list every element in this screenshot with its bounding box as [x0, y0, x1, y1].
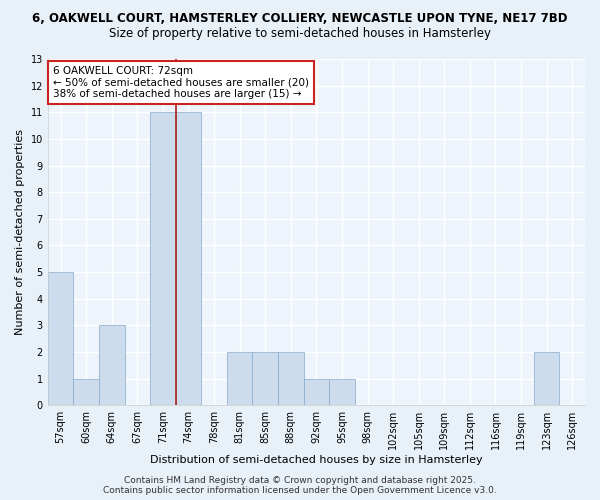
Bar	[534, 352, 559, 406]
Bar	[48, 272, 73, 406]
Text: 6 OAKWELL COURT: 72sqm
← 50% of semi-detached houses are smaller (20)
38% of sem: 6 OAKWELL COURT: 72sqm ← 50% of semi-det…	[53, 66, 309, 99]
X-axis label: Distribution of semi-detached houses by size in Hamsterley: Distribution of semi-detached houses by …	[150, 455, 483, 465]
Bar	[278, 352, 304, 406]
Text: 6, OAKWELL COURT, HAMSTERLEY COLLIERY, NEWCASTLE UPON TYNE, NE17 7BD: 6, OAKWELL COURT, HAMSTERLEY COLLIERY, N…	[32, 12, 568, 26]
Y-axis label: Number of semi-detached properties: Number of semi-detached properties	[15, 129, 25, 335]
Bar	[227, 352, 253, 406]
Bar	[329, 378, 355, 406]
Text: Contains HM Land Registry data © Crown copyright and database right 2025.
Contai: Contains HM Land Registry data © Crown c…	[103, 476, 497, 495]
Bar	[253, 352, 278, 406]
Bar	[73, 378, 99, 406]
Bar	[304, 378, 329, 406]
Bar	[176, 112, 201, 406]
Text: Size of property relative to semi-detached houses in Hamsterley: Size of property relative to semi-detach…	[109, 28, 491, 40]
Bar	[99, 326, 125, 406]
Bar	[150, 112, 176, 406]
